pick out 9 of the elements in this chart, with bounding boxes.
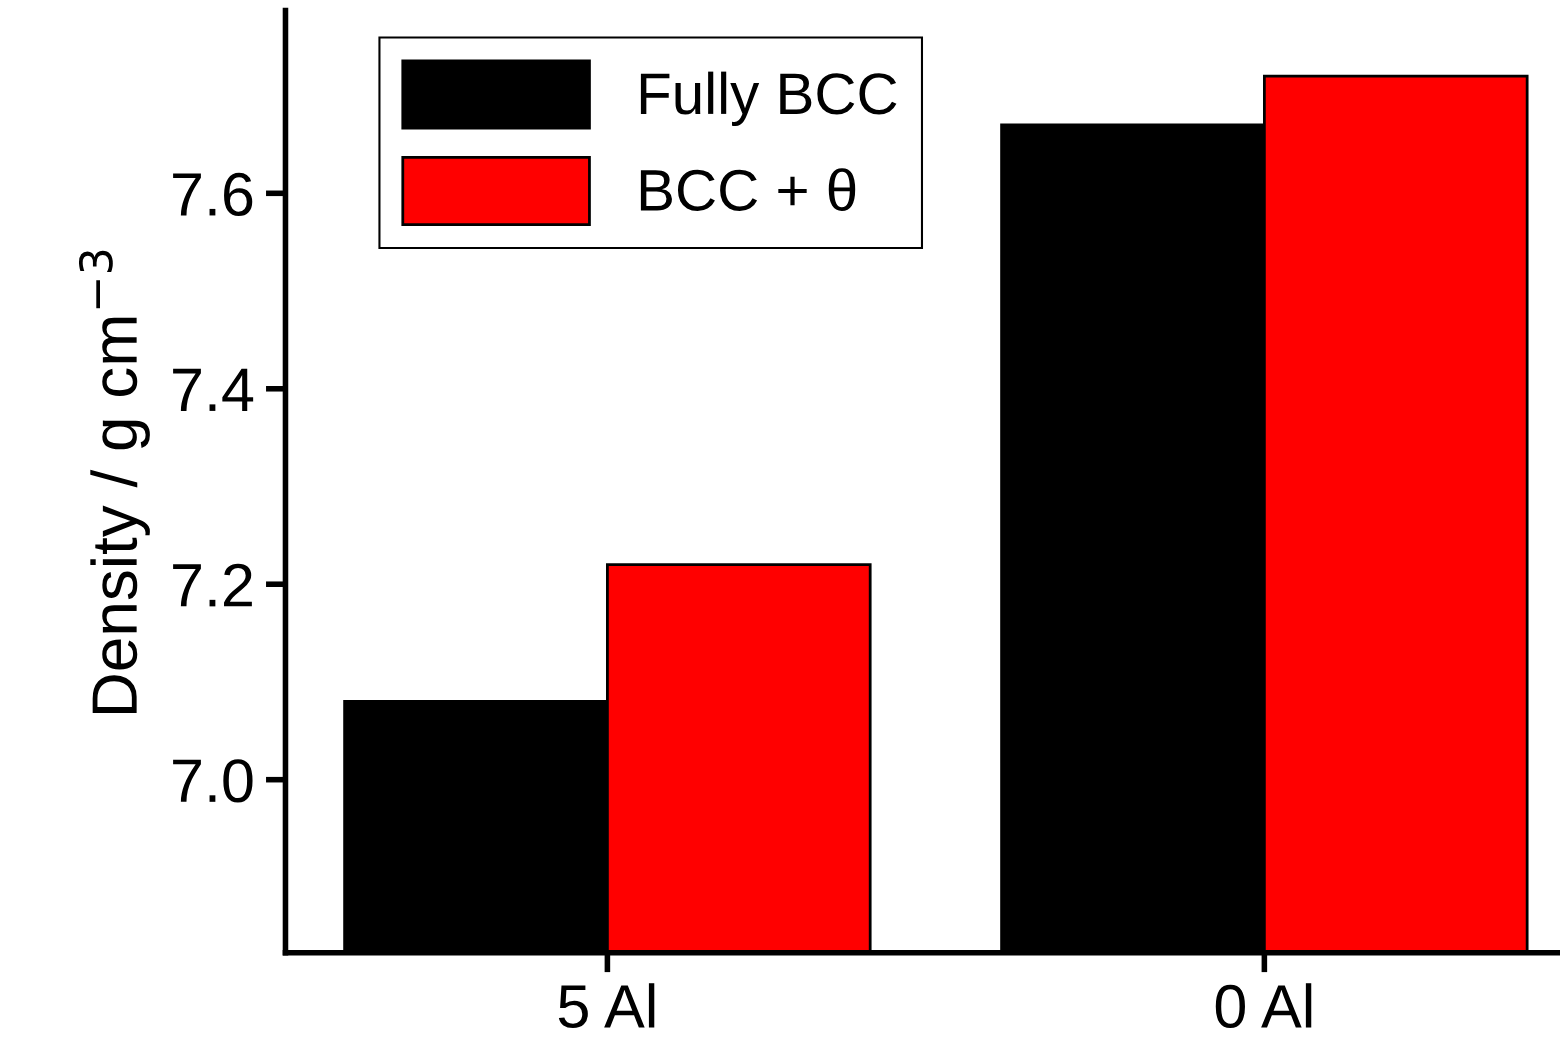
legend-label: Fully BCC bbox=[640, 71, 897, 126]
y-tick-label: 7.4 bbox=[173, 368, 254, 411]
y-tick-label: 7.0 bbox=[173, 759, 253, 803]
y-tick-label: 7.6 bbox=[173, 172, 253, 217]
y-tick-label: 7.2 bbox=[173, 563, 252, 607]
y-axis-title: Density / g cm$^{−3}$ bbox=[78, 250, 150, 714]
x-tick-label: 5 Al bbox=[558, 983, 655, 1029]
x-tick-label: 0 Al bbox=[1215, 983, 1312, 1029]
legend-label: BCC + θ bbox=[640, 168, 856, 211]
